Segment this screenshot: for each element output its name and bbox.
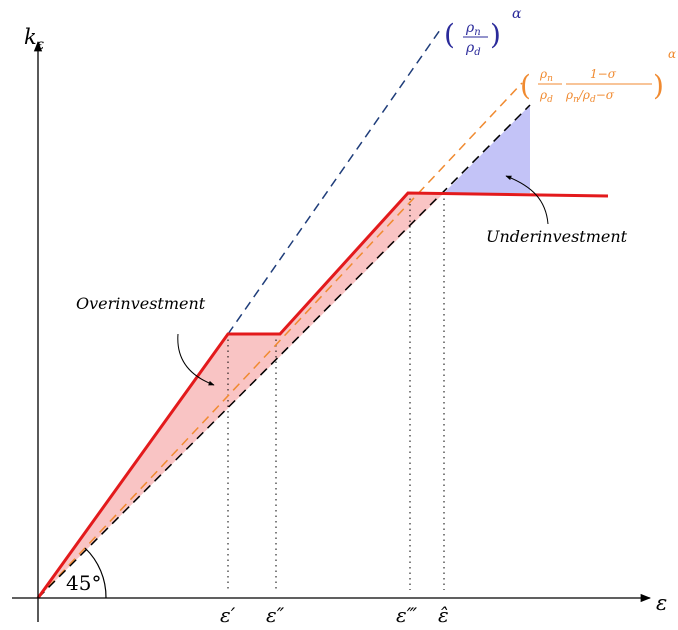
blue-dashed-line — [227, 29, 441, 335]
underinvestment-label: Underinvestment — [486, 227, 628, 246]
overinvestment-arrow — [177, 333, 215, 386]
overinvestment-label: Overinvestment — [76, 294, 206, 313]
tick-eps-prime: ε′ — [220, 603, 236, 627]
red-investment-line — [36, 191, 609, 599]
underinvestment-arrow — [505, 175, 549, 225]
orange-formula-f1-den: ρd — [539, 88, 553, 105]
orange-formula-close: ) — [653, 69, 664, 102]
blue-formula-open: ( — [444, 18, 455, 51]
orange-formula-f2-num: 1−σ — [590, 67, 617, 81]
orange-formula-exp: α — [668, 47, 676, 61]
blue-formula-num: ρn — [465, 20, 481, 38]
blue-formula-close: ) — [490, 18, 501, 51]
black-dashed-45-line — [37, 104, 531, 599]
orange-formula-open: ( — [520, 69, 531, 102]
orange-formula: ( ρn ρd 1−σ ρn/ρd−σ ) α — [520, 47, 676, 105]
blue-formula-exp: α — [512, 6, 522, 22]
orange-dashed-line — [37, 82, 523, 599]
tick-eps-dprime: ε″ — [266, 603, 285, 627]
tick-eps-tprime: ε‴ — [396, 603, 418, 627]
angle-label: 45° — [66, 571, 101, 595]
y-axis-label: kε — [24, 25, 44, 53]
tick-eps-hat: ε̂ — [438, 603, 449, 627]
x-axis-label: ε — [656, 591, 667, 615]
orange-formula-f2-den: ρn/ρd−σ — [565, 88, 615, 105]
dotted-guides — [227, 193, 445, 590]
orange-formula-f1-num: ρn — [539, 67, 553, 84]
blue-formula-den: ρd — [465, 40, 481, 58]
angle-arc — [84, 547, 107, 599]
blue-formula: ( ρn ρd ) α — [444, 6, 522, 58]
